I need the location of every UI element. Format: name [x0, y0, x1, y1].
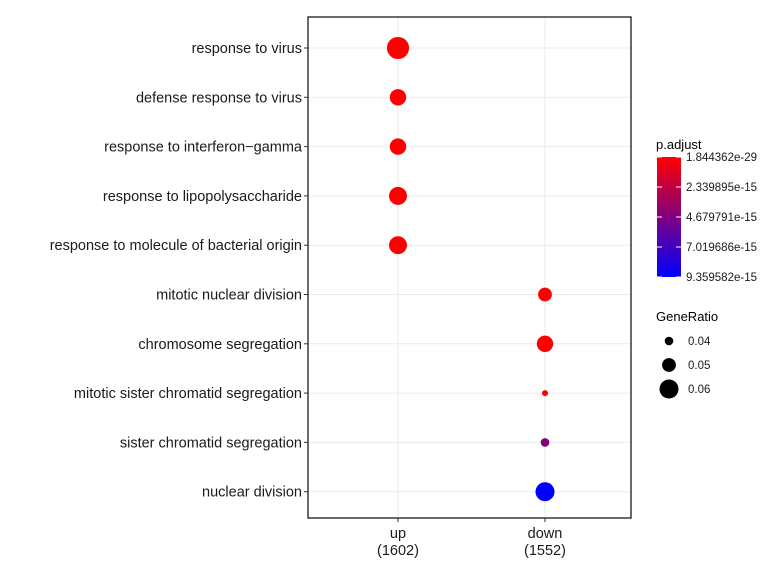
data-point [389, 186, 407, 205]
data-point [540, 438, 550, 447]
data-point [535, 482, 555, 502]
grid-lines [308, 17, 631, 518]
size-legend-key [659, 379, 679, 399]
data-point [389, 89, 407, 106]
size-legend-key [664, 336, 674, 346]
data-point [389, 138, 407, 155]
y-tick-label: nuclear division [202, 485, 302, 501]
x-tick-label: down [528, 526, 563, 542]
y-tick-label: sister chromatid segregation [120, 435, 302, 451]
color-legend-label: 2.339895e-15 [686, 182, 757, 194]
y-tick-label: defense response to virus [136, 90, 302, 106]
plot-background [308, 17, 631, 518]
size-legend-label: 0.04 [688, 336, 711, 348]
y-tick-label: mitotic sister chromatid segregation [74, 386, 302, 402]
x-tick-sublabel: (1552) [524, 543, 566, 559]
x-tick-label: up [390, 526, 406, 542]
x-axis: up(1602) down(1552) [377, 518, 566, 559]
color-legend-title: p.adjust [656, 137, 702, 152]
color-legend-label: 7.019686e-15 [686, 242, 757, 254]
data-point [536, 335, 554, 352]
x-tick-sublabel: (1602) [377, 543, 419, 559]
plot-border [307, 16, 632, 519]
color-legend-label: 1.844362e-29 [686, 152, 757, 164]
y-tick-label: response to interferon−gamma [104, 140, 303, 156]
size-legend-title: GeneRatio [656, 309, 718, 324]
y-tick-label: mitotic nuclear division [156, 288, 302, 304]
size-legend-label: 0.06 [688, 384, 710, 396]
y-tick-label: chromosome segregation [138, 337, 302, 353]
y-tick-label: response to lipopolysaccharide [103, 189, 302, 205]
color-legend-label: 9.359582e-15 [686, 272, 757, 284]
data-point [386, 36, 410, 60]
color-legend: p.adjust 1.844362e-29 2.339895e-15 4.67979… [656, 137, 757, 284]
data-point [389, 236, 407, 255]
size-legend-key [662, 358, 676, 372]
y-tick-label: response to virus [192, 41, 302, 57]
y-axis: response to virus defense response to vir… [50, 41, 308, 501]
data-point [542, 390, 548, 397]
size-legend-label: 0.05 [688, 360, 710, 372]
data-points [386, 36, 555, 502]
color-legend-label: 4.679791e-15 [686, 212, 757, 224]
data-point [538, 287, 552, 302]
y-tick-label: response to molecule of bacterial origin [50, 238, 302, 254]
size-legend: GeneRatio 0.04 0.05 0.06 [656, 309, 718, 399]
